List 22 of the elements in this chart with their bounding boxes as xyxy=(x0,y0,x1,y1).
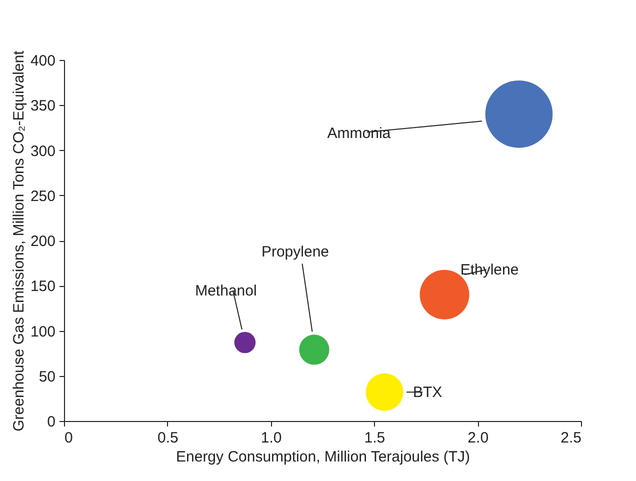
x-tick-label: 0 xyxy=(64,430,73,446)
series-label: Ethylene xyxy=(460,262,519,279)
text: Propylene xyxy=(261,244,329,261)
y-tick-label: 250 xyxy=(30,188,56,205)
x-tick-label: 2.0 xyxy=(468,430,489,446)
series-label: BTX xyxy=(412,384,442,402)
y-tick-label: 100 xyxy=(30,323,56,340)
x-axis-title: Energy Consumption, Million Terajoules (TJ) xyxy=(176,448,470,466)
x-tick-label: 1.0 xyxy=(260,430,282,446)
text: Ammonia xyxy=(327,125,392,142)
x-tick-label: 0.5 xyxy=(157,430,178,446)
y-tick-label: 350 xyxy=(30,98,56,115)
y-tick-label: 0 xyxy=(47,414,56,430)
y-tick-label: 400 xyxy=(30,52,56,70)
y-tick-label: 150 xyxy=(30,278,56,296)
x-tick-label: 2.5 xyxy=(560,430,582,446)
y-tick-label: 300 xyxy=(30,142,56,160)
x-tick-label: 1.5 xyxy=(364,430,386,446)
text: Methanol xyxy=(195,282,257,300)
y-tick-label: 50 xyxy=(38,368,56,386)
y-tick-label: 200 xyxy=(30,233,56,250)
y-axis-title: Greenhouse Gas Emissions, Million Tons CO₂-Equivalent xyxy=(10,50,28,432)
